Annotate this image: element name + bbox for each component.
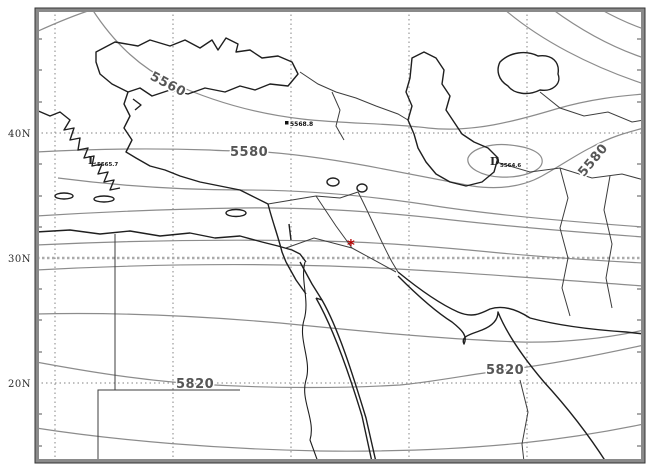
coastline-aral-sea [497, 51, 560, 95]
contour-mid-1 [57, 177, 645, 228]
left-ticks [37, 38, 42, 447]
right-ticks [637, 38, 642, 447]
border-jordan-saudi-iraq [285, 237, 397, 273]
contour-ridge-arc-2 [551, 8, 645, 59]
coastline-lake-van [326, 177, 340, 187]
low-east-symbol: D [490, 155, 500, 168]
coastline-greece-aegean [35, 109, 121, 191]
coastline-cyprus-island [225, 208, 247, 218]
border-syria-iraq [315, 195, 353, 249]
grid-point-value: 5568.8 [290, 121, 313, 128]
border-turkey-syria-iraq [267, 191, 359, 205]
border-caucasus [299, 71, 409, 121]
coastline-red-sea-east [285, 261, 373, 463]
border-iran-turkmenistan [495, 161, 645, 181]
contour-5580 [35, 127, 645, 189]
contour-closed-low [467, 143, 543, 178]
coastline-dead-sea [288, 223, 292, 241]
coastline-north-africa [35, 229, 307, 263]
contour-mid-2 [35, 207, 645, 238]
contour-5820 [35, 344, 645, 389]
coastline-persian-gulf-south-oman [397, 275, 607, 463]
map-markers: L 5565.7 D 5564.6 5568.8 * [88, 121, 521, 254]
lat-label-30n: 30N [8, 254, 31, 265]
contour-label-5820-west: 5820 [176, 377, 214, 392]
latitude-axis: 40N 30N 20N [8, 129, 31, 390]
contour-corner-arc [35, 8, 95, 33]
contour-mid-4 [35, 263, 645, 287]
coastline-black-sea [95, 37, 299, 97]
border-oman-yemen [519, 379, 529, 463]
lat-label-20n: 20N [8, 379, 31, 390]
coastline-red-sea-west [299, 261, 377, 463]
border-central-asia [539, 91, 645, 123]
contour-ridge-arc-3 [503, 8, 645, 85]
border-egypt-libya [97, 234, 116, 462]
contour-label-5820-east: 5820 [486, 363, 524, 378]
frame-outline [34, 7, 646, 464]
coastline-crete-island [54, 192, 74, 200]
coastline-persian-gulf-north [397, 271, 531, 319]
border-armenia [331, 91, 345, 141]
lat-label-40n: 40N [8, 129, 31, 140]
contour-label-5580-east: 5580 [575, 141, 611, 180]
coastline-iran-makran [529, 317, 645, 335]
low-west-value: 5565.7 [97, 162, 118, 168]
coastline-turkey [123, 91, 269, 205]
frame-band [35, 8, 645, 463]
height-contours [35, 8, 645, 452]
coastline-caspian-sea [405, 51, 499, 187]
low-east-value: 5564.6 [500, 163, 521, 169]
contour-label-5580-center: 5580 [230, 145, 268, 160]
contour-mid-3 [35, 239, 645, 264]
coastline-marmara [132, 98, 142, 111]
coastline-rhodes-island [93, 195, 115, 203]
political-borders [97, 71, 645, 463]
grid-point-marker: 5568.8 [285, 121, 313, 128]
contour-bottom [35, 423, 645, 452]
graticule [37, 10, 643, 461]
axis-ticks [37, 38, 642, 447]
coastline-lake-urmia [356, 183, 368, 193]
low-marker-east: D 5564.6 [490, 155, 521, 169]
red-asterisk-marker: * [347, 236, 355, 254]
coastline-levant [267, 203, 287, 263]
border-iran-afghanistan [559, 167, 571, 317]
contour-mid-5 [35, 312, 645, 343]
map-frame [34, 7, 646, 464]
low-marker-west: L 5565.7 [88, 154, 118, 168]
coastlines [35, 37, 645, 463]
border-afghan-pakistan [603, 175, 613, 309]
contour-5560 [91, 8, 645, 130]
border-iran-iraq [357, 191, 399, 273]
grid-point-dot [285, 121, 289, 125]
contour-labels: 5560 5580 5580 5820 5820 [146, 68, 613, 394]
low-west-symbol: L [88, 154, 96, 167]
